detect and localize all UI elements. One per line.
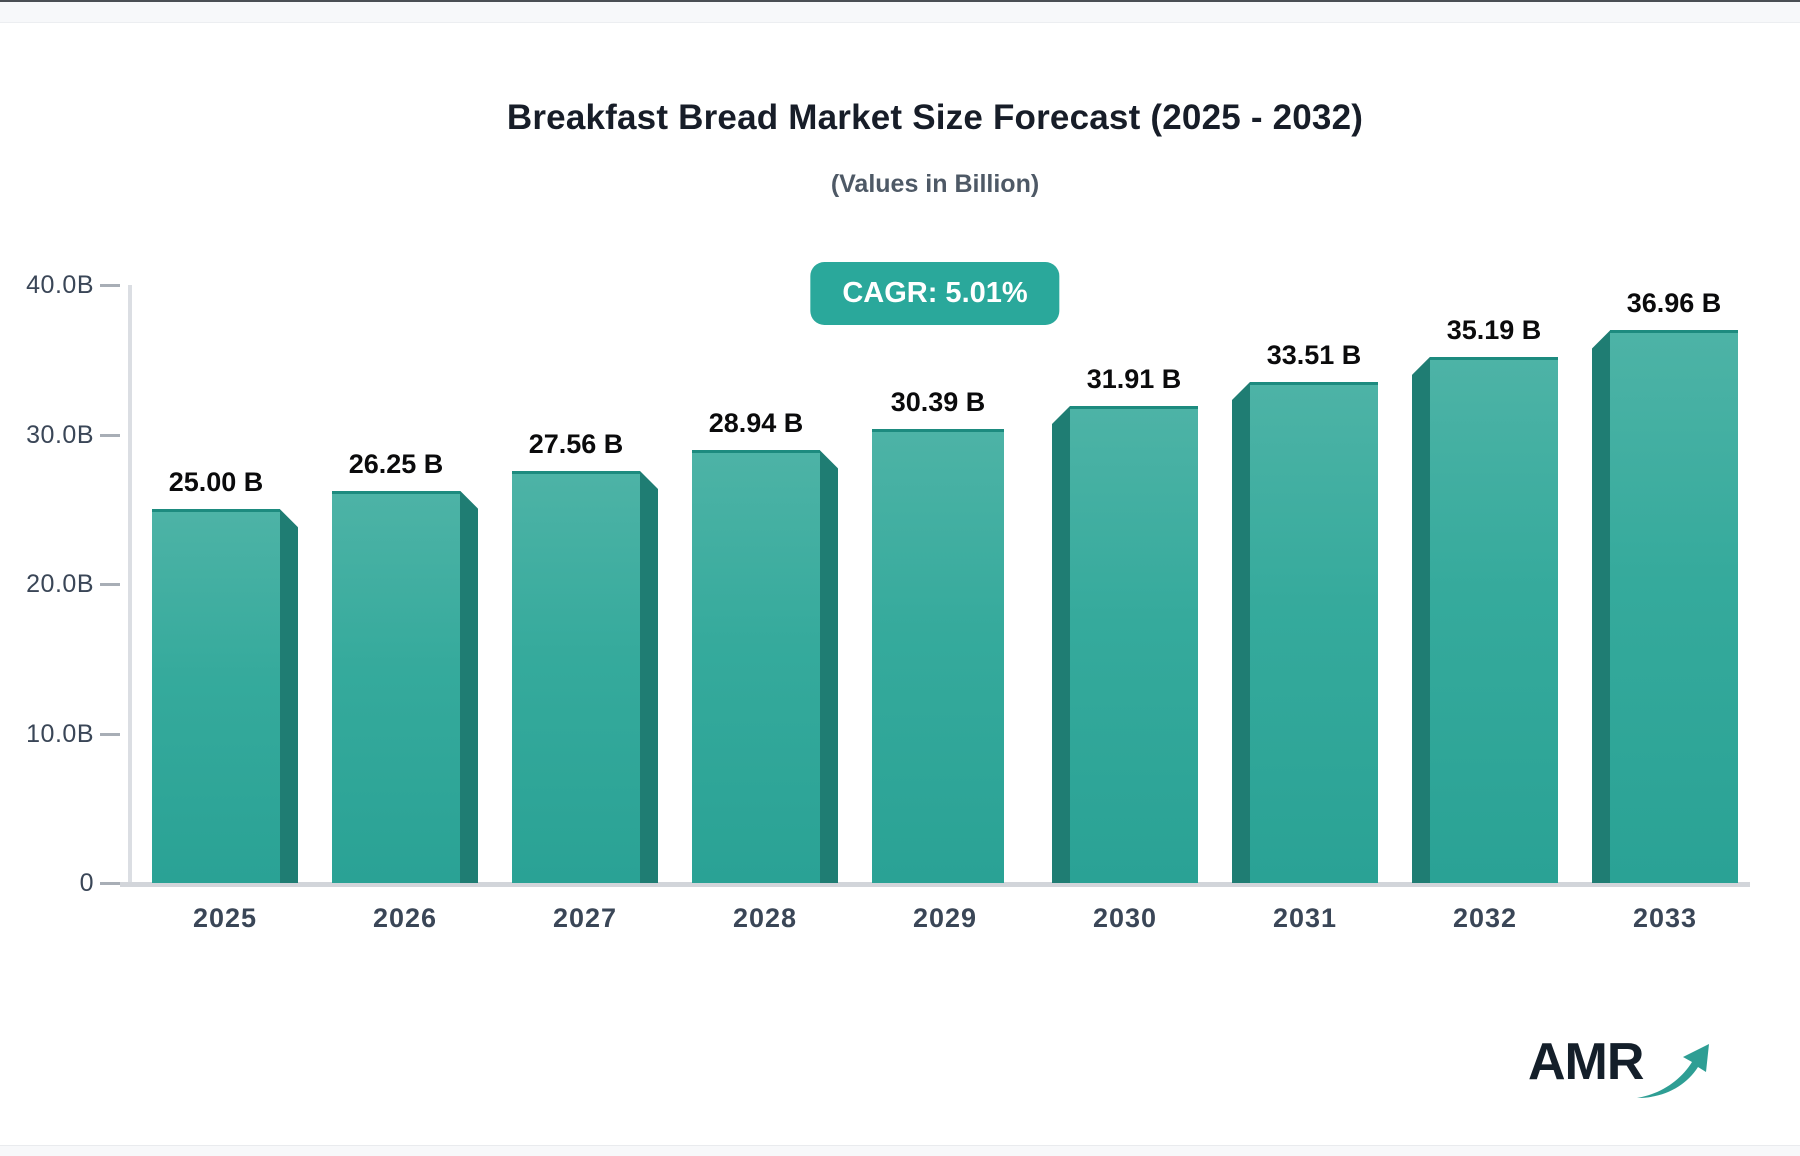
bar-value-label: 30.39 B (890, 386, 986, 417)
bar-2032[interactable] (1412, 356, 1558, 883)
bar-2029[interactable] (872, 428, 1018, 883)
bottom-page-band (0, 1145, 1800, 1156)
y-tick-label: 10.0B (26, 719, 94, 748)
bar-value-label: 36.96 B (1626, 288, 1722, 319)
x-tick-label: 2032 (1452, 903, 1518, 933)
y-axis-line (128, 285, 132, 884)
bar-front-face[interactable] (1610, 330, 1738, 883)
y-tick-mark (100, 882, 120, 885)
bar-front-face[interactable] (332, 490, 460, 883)
bar-side-face (1412, 356, 1430, 883)
bar-front-face[interactable] (1430, 356, 1558, 883)
bar-2033[interactable] (1592, 330, 1738, 883)
bar-2031[interactable] (1232, 382, 1378, 883)
chart-subtitle: (Values in Billion) (830, 170, 1040, 198)
bar-side-face (1052, 405, 1070, 883)
bar-value-label: 33.51 B (1266, 340, 1362, 371)
x-tick-label: 2026 (372, 903, 438, 933)
y-tick-label: 40.0B (26, 271, 94, 299)
bar-2028[interactable] (692, 450, 838, 883)
x-tick-label: 2030 (1092, 903, 1158, 933)
x-tick-label: 2027 (552, 903, 618, 933)
x-axis-baseline (120, 882, 1750, 887)
bar-side-face (280, 509, 298, 883)
bar-side-face (640, 470, 658, 883)
x-tick-label: 2033 (1632, 903, 1698, 933)
bar-value-label: 31.91 B (1086, 363, 1182, 394)
amr-logo: AMR (1528, 1036, 1711, 1102)
bar-2030[interactable] (1052, 405, 1198, 883)
bar-value-label: 25.00 B (168, 467, 264, 498)
y-tick-mark (100, 433, 120, 437)
amr-logo-text: AMR (1528, 1033, 1644, 1091)
bar-side-face (820, 450, 838, 883)
y-tick-mark (100, 583, 120, 586)
bar-2025[interactable] (152, 509, 298, 883)
bar-front-face[interactable] (512, 470, 640, 883)
bar-front-face[interactable] (692, 450, 820, 883)
bar-side-face (1232, 382, 1250, 883)
y-tick-label: 0 (79, 869, 94, 897)
bar-2026[interactable] (332, 490, 478, 883)
amr-logo-arrow-icon (1637, 1044, 1710, 1098)
bar-front-face[interactable] (1070, 405, 1198, 883)
y-tick-mark (100, 284, 120, 287)
x-tick-label: 2028 (732, 903, 798, 933)
bar-front-face[interactable] (1250, 382, 1378, 883)
bar-2027[interactable] (512, 470, 658, 883)
bar-value-label: 26.25 B (348, 448, 444, 479)
bar-side-face (1592, 330, 1610, 883)
bar-front-face[interactable] (152, 509, 280, 883)
y-tick-mark (100, 732, 120, 736)
top-page-band (0, 0, 1800, 23)
bar-value-label: 35.19 B (1446, 314, 1542, 345)
y-tick-label: 20.0B (26, 570, 94, 598)
bar-value-label: 28.94 B (708, 408, 804, 439)
bar-side-face (460, 490, 478, 883)
x-tick-label: 2029 (912, 903, 978, 933)
y-tick-label: 30.0B (26, 420, 94, 449)
cagr-badge: CAGR: 5.01% (810, 262, 1060, 325)
x-tick-label: 2025 (192, 903, 258, 933)
x-tick-label: 2031 (1272, 903, 1338, 933)
bar-front-face[interactable] (872, 428, 1004, 883)
chart-title: Breakfast Bread Market Size Forecast (20… (506, 98, 1364, 137)
bar-value-label: 27.56 B (528, 428, 624, 459)
